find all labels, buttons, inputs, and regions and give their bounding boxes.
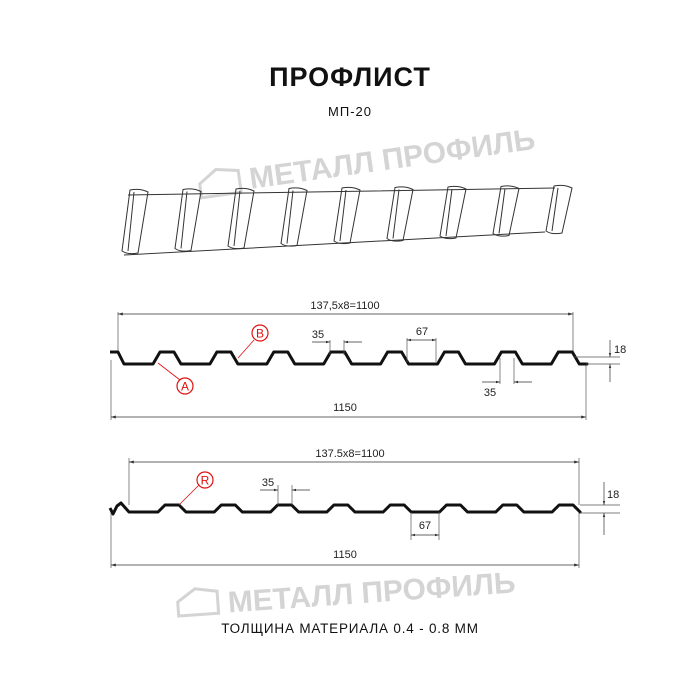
pitch-label: 137,5x8=1100 — [310, 300, 379, 312]
sheet-rib — [498, 188, 506, 234]
sheet-rib — [492, 185, 520, 237]
marker-r-circle — [196, 471, 214, 489]
profile-1-shape — [110, 350, 589, 366]
sheet-rib — [233, 190, 241, 247]
sheet-rib — [392, 189, 400, 239]
marker-a-circle — [176, 377, 194, 395]
rib-base-label: 67 — [416, 326, 428, 338]
sheet-rib — [180, 191, 188, 249]
marker-b-circle — [251, 324, 269, 342]
total-width-label: 1150 — [333, 402, 357, 414]
model-subtitle: МП-20 — [328, 104, 372, 119]
pitch-label: 137.5x8=1100 — [315, 448, 384, 460]
marker-a-label: A — [181, 380, 189, 394]
sheet-rib — [333, 186, 361, 245]
sheet-rib — [121, 188, 149, 255]
sheet-rib — [386, 186, 414, 242]
watermark-text: МЕТАЛЛ ПРОФИЛЬ — [227, 566, 517, 619]
total-width-label: 1150 — [333, 549, 357, 561]
profile-2: 137.5x8=1100 1150 35 67 18 R — [108, 448, 620, 568]
sheet-rib — [227, 187, 255, 250]
rib-base-label: 67 — [419, 520, 431, 532]
profile-1: 137,5x8=1100 1150 35 67 35 18 B A — [110, 300, 626, 420]
sheet-rib — [551, 187, 559, 232]
crest-width-label: 35 — [262, 477, 274, 489]
marker-b-label: B — [256, 327, 264, 341]
marker-r-label: R — [201, 474, 210, 488]
watermark-middle: МЕТАЛЛ ПРОФИЛЬ — [176, 566, 517, 619]
sheet-3d-illustration — [121, 184, 573, 256]
sheet-rib — [127, 191, 135, 252]
sheet-rib — [174, 188, 202, 252]
page-title: ПРОФЛИСТ — [269, 62, 431, 92]
profile-2-shape — [108, 501, 582, 516]
sheet-rib — [280, 187, 308, 247]
sheet-rib — [445, 188, 453, 237]
sheet-rib — [545, 184, 573, 235]
sheet-rib — [123, 187, 556, 256]
watermark-text: МЕТАЛЛ ПРОФИЛЬ — [247, 123, 537, 196]
sheet-rib — [286, 190, 294, 244]
height-label: 18 — [607, 489, 619, 501]
height-label: 18 — [614, 344, 626, 356]
material-thickness-note: ТОЛЩИНА МАТЕРИАЛА 0.4 - 0.8 ММ — [221, 621, 479, 636]
sheet-rib — [339, 189, 347, 242]
crest-width-label: 35 — [312, 329, 324, 341]
trough-width-label: 35 — [484, 387, 496, 399]
sheet-rib — [439, 185, 467, 240]
